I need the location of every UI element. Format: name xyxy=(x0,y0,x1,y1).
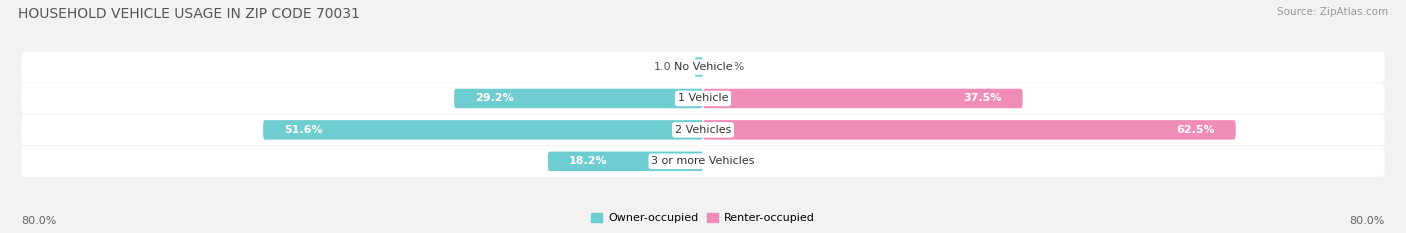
Text: 0.0%: 0.0% xyxy=(716,156,744,166)
FancyBboxPatch shape xyxy=(703,89,1022,108)
Text: 18.2%: 18.2% xyxy=(569,156,607,166)
Text: 3 or more Vehicles: 3 or more Vehicles xyxy=(651,156,755,166)
Text: 80.0%: 80.0% xyxy=(21,216,56,226)
FancyBboxPatch shape xyxy=(21,52,1385,82)
Legend: Owner-occupied, Renter-occupied: Owner-occupied, Renter-occupied xyxy=(586,208,820,228)
FancyBboxPatch shape xyxy=(454,89,703,108)
Text: 1 Vehicle: 1 Vehicle xyxy=(678,93,728,103)
Text: Source: ZipAtlas.com: Source: ZipAtlas.com xyxy=(1277,7,1388,17)
Text: 29.2%: 29.2% xyxy=(475,93,515,103)
FancyBboxPatch shape xyxy=(695,57,703,77)
Text: 51.6%: 51.6% xyxy=(284,125,323,135)
Text: HOUSEHOLD VEHICLE USAGE IN ZIP CODE 70031: HOUSEHOLD VEHICLE USAGE IN ZIP CODE 7003… xyxy=(18,7,360,21)
FancyBboxPatch shape xyxy=(703,120,1236,140)
FancyBboxPatch shape xyxy=(263,120,703,140)
Text: No Vehicle: No Vehicle xyxy=(673,62,733,72)
FancyBboxPatch shape xyxy=(21,114,1385,145)
Text: 62.5%: 62.5% xyxy=(1175,125,1215,135)
FancyBboxPatch shape xyxy=(21,146,1385,177)
FancyBboxPatch shape xyxy=(21,83,1385,114)
FancyBboxPatch shape xyxy=(548,152,703,171)
Text: 1.0%: 1.0% xyxy=(654,62,682,72)
Text: 37.5%: 37.5% xyxy=(963,93,1001,103)
Text: 0.0%: 0.0% xyxy=(716,62,744,72)
Text: 2 Vehicles: 2 Vehicles xyxy=(675,125,731,135)
Text: 80.0%: 80.0% xyxy=(1350,216,1385,226)
